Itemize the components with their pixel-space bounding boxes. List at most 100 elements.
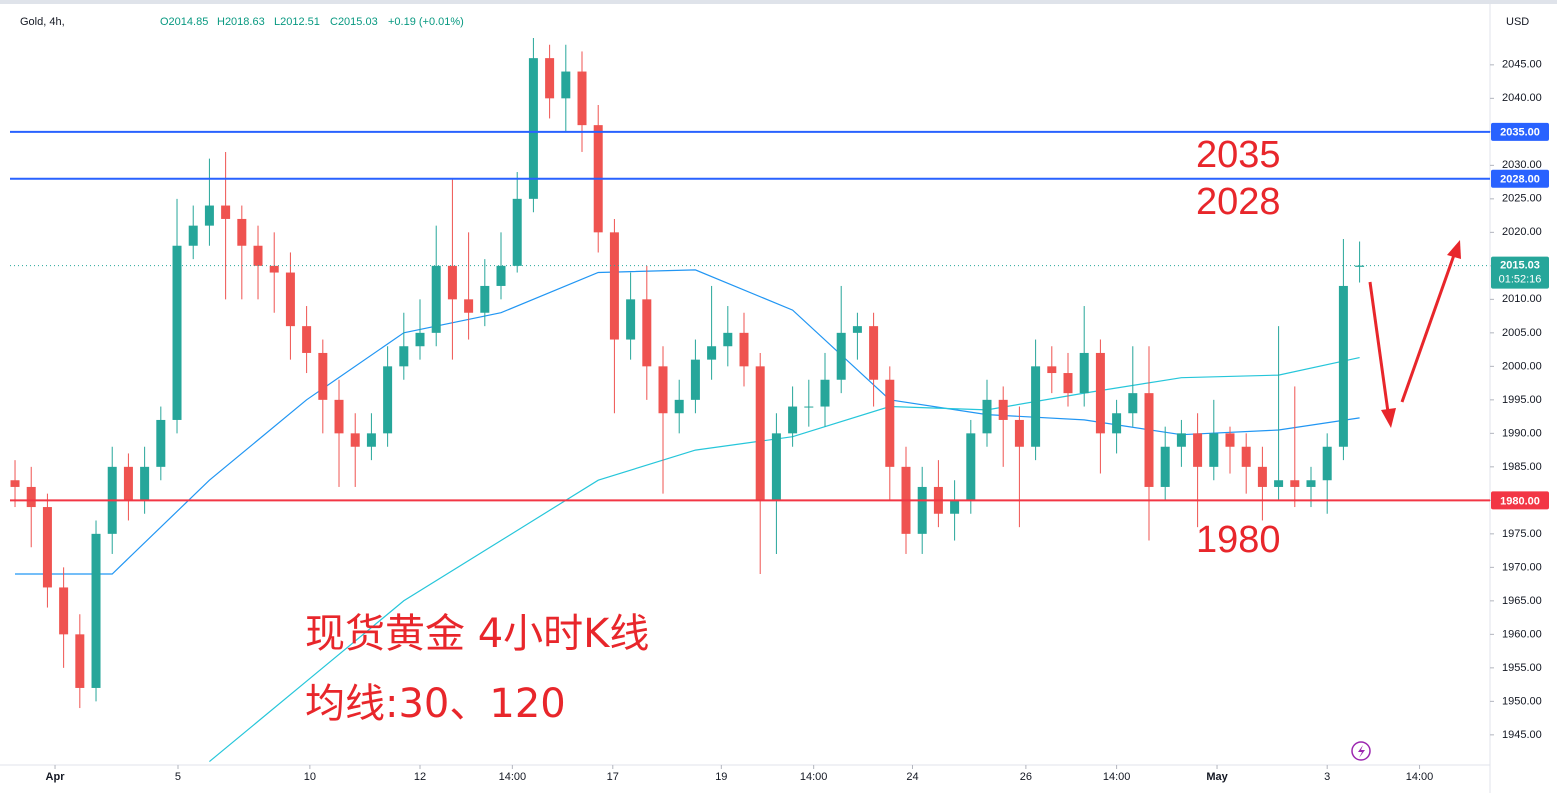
ohlc-low: L2012.51 [274, 16, 320, 28]
price-tag [1491, 122, 1549, 141]
candle-body [302, 326, 312, 353]
candle-body [399, 346, 409, 367]
candle-body [1112, 413, 1122, 434]
candle-body [771, 433, 781, 501]
candle-body [1274, 480, 1284, 487]
arrow-down [1368, 281, 1390, 413]
candle-body [1176, 433, 1186, 447]
price-tag [1491, 491, 1549, 510]
candle-body [852, 326, 862, 333]
x-tick-label: 3 [1324, 771, 1330, 783]
candle-body [674, 399, 684, 414]
y-tick-label: 1970.00 [1502, 561, 1542, 573]
candle-body [431, 265, 441, 333]
candle-body [658, 366, 668, 414]
ohlc-high: H2018.63 [217, 16, 265, 28]
price-tag-label: 2035.00 [1500, 127, 1540, 139]
y-tick-label: 1965.00 [1502, 595, 1542, 607]
candle-body [1031, 366, 1041, 447]
candle-body [1257, 466, 1267, 487]
candle-body [512, 198, 522, 266]
candle-body [269, 265, 279, 273]
candle-body [1209, 433, 1219, 467]
candle-body [966, 433, 976, 501]
y-tick-label: 2045.00 [1502, 59, 1542, 71]
y-tick-label: 1955.00 [1502, 662, 1542, 674]
candle-body [188, 225, 198, 246]
candle-body [59, 587, 69, 635]
candle-body [723, 332, 733, 347]
candle-body [1225, 433, 1235, 447]
candle-body [885, 379, 895, 467]
candle-body [804, 406, 814, 408]
price-tag-label: 1980.00 [1500, 495, 1540, 507]
x-tick-label: 14:00 [499, 771, 527, 783]
candle-body [464, 299, 474, 313]
candle-body [350, 433, 360, 447]
candle-body [172, 245, 182, 420]
candle-body [156, 419, 166, 467]
countdown: 01:52:16 [1499, 274, 1542, 286]
candle-body [917, 486, 927, 534]
x-tick-label: 19 [715, 771, 727, 783]
ohlc-close: C2015.03 [330, 16, 378, 28]
candle-body [253, 245, 263, 266]
ohlc-open: O2014.85 [160, 16, 208, 28]
candle-body [1355, 265, 1365, 267]
y-tick-label: 1985.00 [1502, 461, 1542, 473]
candle-body [561, 71, 571, 99]
candle-body [221, 205, 231, 219]
x-tick-label: 14:00 [800, 771, 828, 783]
candle-body [447, 265, 457, 300]
candle-body [334, 399, 344, 434]
candle-body [1160, 446, 1170, 487]
candle-body [1290, 480, 1300, 487]
y-tick-label: 2040.00 [1502, 92, 1542, 104]
lightning-icon[interactable] [1351, 741, 1371, 761]
annotation: 2028 [1196, 181, 1281, 223]
candle-body [204, 205, 214, 226]
y-tick-label: 1950.00 [1502, 695, 1542, 707]
candle-body [1063, 373, 1073, 394]
annotation: 1980 [1196, 519, 1281, 561]
y-tick-label: 1945.00 [1502, 729, 1542, 741]
candle-body [1047, 366, 1057, 374]
y-tick-label: 2000.00 [1502, 360, 1542, 372]
candle-body [788, 406, 798, 434]
top-border [0, 0, 1557, 4]
candle-body [869, 326, 879, 380]
candle-body [496, 265, 506, 286]
candle-body [10, 480, 20, 487]
candle-body [42, 507, 52, 588]
candle-body [982, 399, 992, 434]
candle-body [318, 352, 328, 400]
arrow-head [1447, 240, 1461, 259]
candle-body [609, 232, 619, 340]
candle-body [1241, 446, 1251, 467]
candle-body [366, 433, 376, 447]
candle-body [836, 332, 846, 380]
candle-body [707, 346, 717, 360]
candle-body [690, 359, 700, 400]
candle-body [1144, 393, 1154, 487]
candle-body [820, 379, 830, 407]
y-tick-label: 1995.00 [1502, 394, 1542, 406]
x-tick-label: 10 [304, 771, 316, 783]
y-tick-label: 2005.00 [1502, 327, 1542, 339]
candle-body [26, 486, 36, 508]
y-tick-label: 1975.00 [1502, 528, 1542, 540]
candle-body [140, 466, 150, 501]
candle-body [75, 634, 85, 688]
candle-body [755, 366, 765, 501]
y-tick-label: 2020.00 [1502, 226, 1542, 238]
x-tick-label: 14:00 [1406, 771, 1434, 783]
plot-area: 2045.00 2040.00 2035.00 2030.00 2025.00 2020.… [10, 38, 1542, 783]
x-tick-label: 12 [414, 771, 426, 783]
candle-body [1128, 393, 1138, 414]
y-tick-label: 2030.00 [1502, 159, 1542, 171]
candle-body [285, 272, 295, 327]
candle-body [528, 58, 538, 199]
candle-body [998, 399, 1008, 420]
candle-body [545, 58, 555, 99]
